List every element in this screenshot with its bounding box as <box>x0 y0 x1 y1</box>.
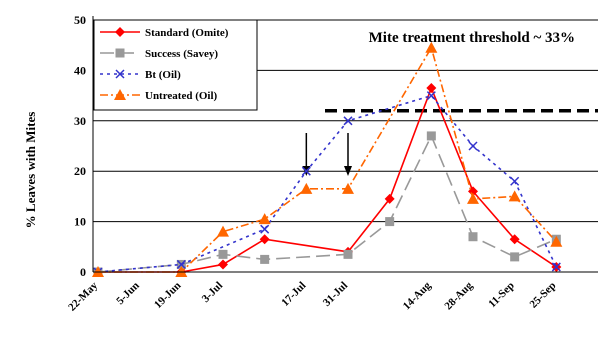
x-tick-label: 5-Jun <box>114 280 142 308</box>
data-point <box>467 192 479 204</box>
data-point <box>551 262 561 272</box>
series <box>92 41 563 277</box>
data-point <box>258 213 271 225</box>
data-point <box>385 217 395 227</box>
arrows <box>302 133 352 176</box>
legend: Standard (Omite) Success (Savey) Bt (Oil) U… <box>93 19 258 111</box>
data-point-stroke <box>176 259 186 269</box>
data-point <box>426 91 436 101</box>
data-point <box>343 116 353 126</box>
y-tick-label: 30 <box>74 114 86 128</box>
legend-label: Bt (Oil) <box>145 69 181 81</box>
data-point-stroke <box>343 116 353 126</box>
y-tick-label: 20 <box>74 164 86 178</box>
data-point <box>425 41 438 53</box>
y-tick-label: 40 <box>74 63 86 77</box>
data-point <box>115 69 125 79</box>
y-tick-label: 50 <box>74 13 86 27</box>
data-point <box>343 249 353 259</box>
arrow-head <box>344 166 352 176</box>
x-tick-label: 17-Jul <box>279 280 308 309</box>
data-point <box>300 182 313 194</box>
data-point <box>510 252 520 262</box>
x-tick-label: 19-Jun <box>152 280 183 311</box>
data-point <box>114 89 126 100</box>
data-point <box>218 249 228 259</box>
series <box>93 131 561 277</box>
data-point-stroke <box>510 176 520 186</box>
data-point <box>510 176 520 186</box>
legend-label: Untreated (Oil) <box>145 90 218 102</box>
data-point <box>260 224 270 234</box>
data-point <box>342 182 354 194</box>
y-tick-label: 0 <box>80 265 86 279</box>
data-point <box>259 234 270 245</box>
data-point-stroke <box>468 141 478 151</box>
series-line <box>97 133 557 273</box>
data-point <box>426 83 437 94</box>
data-point-stroke <box>115 69 125 79</box>
x-tick-label: 22-May <box>66 279 100 313</box>
legend-label: Success (Savey) <box>145 48 218 60</box>
x-tick-label: 28-Aug <box>442 279 475 312</box>
series-line <box>97 94 558 273</box>
data-point <box>218 259 228 270</box>
data-point <box>115 27 125 37</box>
data-point-stroke <box>301 166 311 176</box>
data-point <box>509 234 520 245</box>
data-point <box>115 48 125 58</box>
data-point <box>384 193 395 204</box>
x-tick-label: 31-Jul <box>321 280 350 309</box>
data-point <box>508 190 521 202</box>
data-point <box>468 232 478 242</box>
series <box>93 91 561 277</box>
threshold-annotation: Mite treatment threshold ~ 33% <box>369 30 575 46</box>
data-point <box>468 141 478 151</box>
data-point <box>260 254 270 264</box>
data-point-stroke <box>260 224 270 234</box>
series-line <box>98 45 557 273</box>
legend-label: Standard (Omite) <box>145 27 229 39</box>
series-line <box>98 85 557 273</box>
x-tick-label: 25-Sep <box>527 280 558 311</box>
data-point <box>176 259 186 269</box>
data-point <box>550 235 563 247</box>
x-tick-label: 11-Sep <box>486 280 517 311</box>
x-tick-label: 14-Aug <box>401 279 434 312</box>
data-point <box>426 131 436 141</box>
data-point-stroke <box>426 91 436 101</box>
y-axis-label: % Leaves with Mites <box>23 112 38 229</box>
y-tick-label: 10 <box>74 215 86 229</box>
x-tick-label: 3-Jul <box>200 280 225 305</box>
data-point <box>217 225 229 237</box>
data-point-stroke <box>551 262 561 272</box>
data-point <box>301 166 311 176</box>
